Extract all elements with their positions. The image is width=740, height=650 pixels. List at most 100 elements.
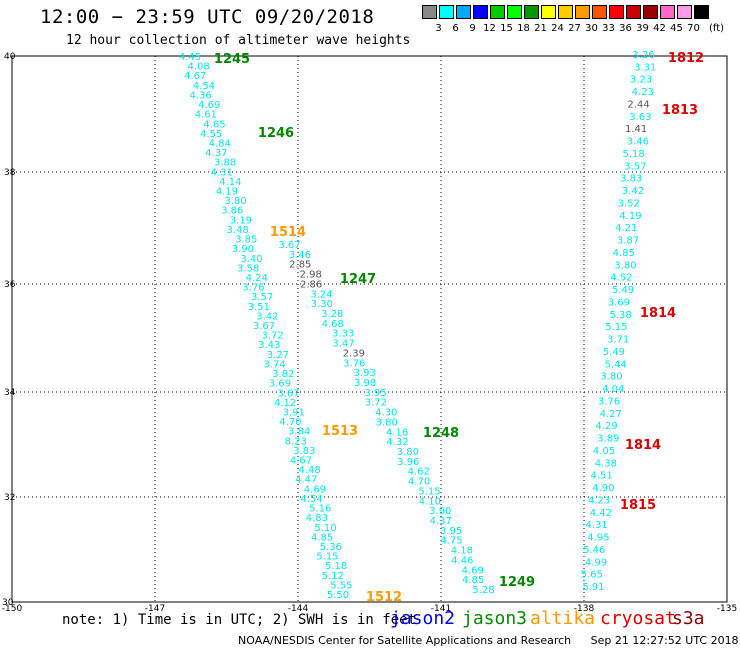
wave-height-value: 3.93 bbox=[354, 368, 376, 379]
wave-height-value: 3.72 bbox=[365, 398, 387, 409]
wave-height-value: 3.67 bbox=[277, 388, 299, 399]
wave-height-value: 2.98 bbox=[300, 270, 322, 281]
wave-height-value: 3.90 bbox=[232, 244, 254, 255]
wave-height-value: 4.19 bbox=[619, 211, 641, 222]
wave-height-value: 3.76 bbox=[598, 396, 620, 407]
scale-label: 18 bbox=[517, 23, 530, 34]
scale-swatch bbox=[524, 5, 539, 19]
wave-height-value: 3.42 bbox=[622, 186, 644, 197]
wave-height-value: 4.83 bbox=[306, 513, 328, 524]
wave-height-value: 4.75 bbox=[440, 536, 462, 547]
pass-time-label: 1248 bbox=[423, 426, 459, 441]
pass-time-label: 1812 bbox=[668, 51, 704, 66]
wave-height-value: 5.44 bbox=[605, 359, 627, 370]
wave-height-value: 5.10 bbox=[314, 523, 336, 534]
wave-height-value: 4.37 bbox=[430, 516, 452, 527]
wave-height-value: 5.49 bbox=[603, 347, 625, 358]
wave-height-value: 3.69 bbox=[608, 297, 630, 308]
wave-height-value: 3.86 bbox=[221, 206, 243, 217]
wave-height-value: 2.85 bbox=[289, 260, 311, 271]
lat-label: 36 bbox=[4, 280, 16, 290]
wave-height-value: 3.26 bbox=[632, 50, 654, 61]
pass-time-label: 1512 bbox=[366, 590, 402, 605]
wave-height-value: 4.45 bbox=[179, 52, 201, 63]
wave-height-value: 4.90 bbox=[592, 483, 614, 494]
scale-swatch bbox=[660, 5, 675, 19]
wave-height-value: 4.67 bbox=[184, 71, 206, 82]
wave-height-value: 5.16 bbox=[309, 504, 331, 515]
wave-height-value: 3.40 bbox=[240, 254, 262, 265]
wave-height-value: 3.24 bbox=[310, 289, 332, 300]
scale-label: 30 bbox=[585, 23, 598, 34]
wave-height-value: 4.21 bbox=[615, 223, 637, 234]
wave-height-value: 3.28 bbox=[321, 309, 343, 320]
pass-time-label: 1514 bbox=[270, 225, 306, 240]
scale-swatch bbox=[592, 5, 607, 19]
wave-height-value: 4.24 bbox=[246, 273, 268, 284]
lat-label: 38 bbox=[4, 168, 16, 178]
footer-note: note: 1) Time is in UTC; 2) SWH is in fe… bbox=[62, 612, 417, 628]
wave-height-value: 3.57 bbox=[624, 161, 646, 172]
wave-height-value: 3.83 bbox=[620, 174, 642, 185]
wave-height-value: 4.51 bbox=[590, 471, 612, 482]
scale-swatch bbox=[626, 5, 641, 19]
scale-label: 36 bbox=[619, 23, 632, 34]
scale-swatch bbox=[490, 5, 505, 19]
wave-height-value: 4.05 bbox=[593, 446, 615, 457]
wave-height-value: 3.76 bbox=[242, 283, 264, 294]
wave-height-value: 4.61 bbox=[195, 110, 217, 121]
wave-height-value: 3.67 bbox=[253, 321, 275, 332]
lon-label: -138 bbox=[574, 604, 595, 614]
scale-label: 6 bbox=[452, 23, 459, 34]
wave-height-value: 3.46 bbox=[627, 137, 649, 148]
wave-height-value: 2.86 bbox=[300, 279, 322, 290]
credit-text: NOAA/NESDIS Center for Satellite Applica… bbox=[238, 634, 572, 647]
wave-height-value: 4.29 bbox=[595, 421, 617, 432]
wave-height-value: 3.31 bbox=[634, 62, 656, 73]
scale-swatch bbox=[507, 5, 522, 19]
wave-height-value: 4.68 bbox=[322, 319, 344, 330]
wave-height-value: 5.15 bbox=[605, 322, 627, 333]
wave-height-value: 4.23 bbox=[588, 495, 610, 506]
wave-height-value: 5.55 bbox=[330, 580, 352, 591]
pass-time-label: 1245 bbox=[214, 52, 250, 67]
legend-jason3: jason3 bbox=[462, 608, 528, 629]
wave-height-value: 4.70 bbox=[279, 417, 301, 428]
wave-height-value: 4.31 bbox=[586, 520, 608, 531]
wave-height-value: 2.44 bbox=[627, 99, 649, 110]
wave-height-value: 4.95 bbox=[587, 533, 609, 544]
scale-label: 45 bbox=[670, 23, 683, 34]
scale-label: 21 bbox=[534, 23, 547, 34]
wave-height-value: 3.76 bbox=[343, 358, 365, 369]
wave-height-value: 4.84 bbox=[209, 138, 231, 149]
pass-time-label: 1814 bbox=[625, 438, 661, 453]
wave-height-value: 4.99 bbox=[585, 557, 607, 568]
pass-time-label: 1814 bbox=[640, 306, 676, 321]
legend-s3a: s3a bbox=[672, 608, 705, 629]
wave-height-value: 5.65 bbox=[581, 570, 603, 581]
scale-swatch bbox=[439, 5, 454, 19]
wave-height-value: 3.83 bbox=[293, 446, 315, 457]
wave-height-value: 3.80 bbox=[600, 372, 622, 383]
wave-height-value: 4.69 bbox=[462, 565, 484, 576]
wave-height-value: 3.80 bbox=[397, 447, 419, 458]
wave-height-value: 5.49 bbox=[612, 285, 634, 296]
scale-swatch bbox=[694, 5, 709, 19]
wave-height-value: 4.47 bbox=[295, 475, 317, 486]
wave-height-value: 3.96 bbox=[397, 457, 419, 468]
wave-height-value: 1.41 bbox=[625, 124, 647, 135]
wave-height-value: 4.38 bbox=[595, 458, 617, 469]
pass-time-label: 1246 bbox=[258, 126, 294, 141]
wave-height-value: 4.37 bbox=[205, 148, 227, 159]
wave-height-value: 4.08 bbox=[188, 62, 210, 73]
wave-height-value: 2.39 bbox=[343, 348, 365, 359]
wave-height-value: 4.36 bbox=[189, 90, 211, 101]
wave-height-value: 3.58 bbox=[237, 263, 259, 274]
wave-height-value: 3.80 bbox=[614, 260, 636, 271]
wave-height-value: 3.95 bbox=[440, 526, 462, 537]
wave-height-value: 4.18 bbox=[451, 546, 473, 557]
wave-height-value: 5.12 bbox=[322, 571, 344, 582]
wave-height-value: 4.46 bbox=[451, 555, 473, 566]
wave-height-value: 3.88 bbox=[214, 158, 236, 169]
